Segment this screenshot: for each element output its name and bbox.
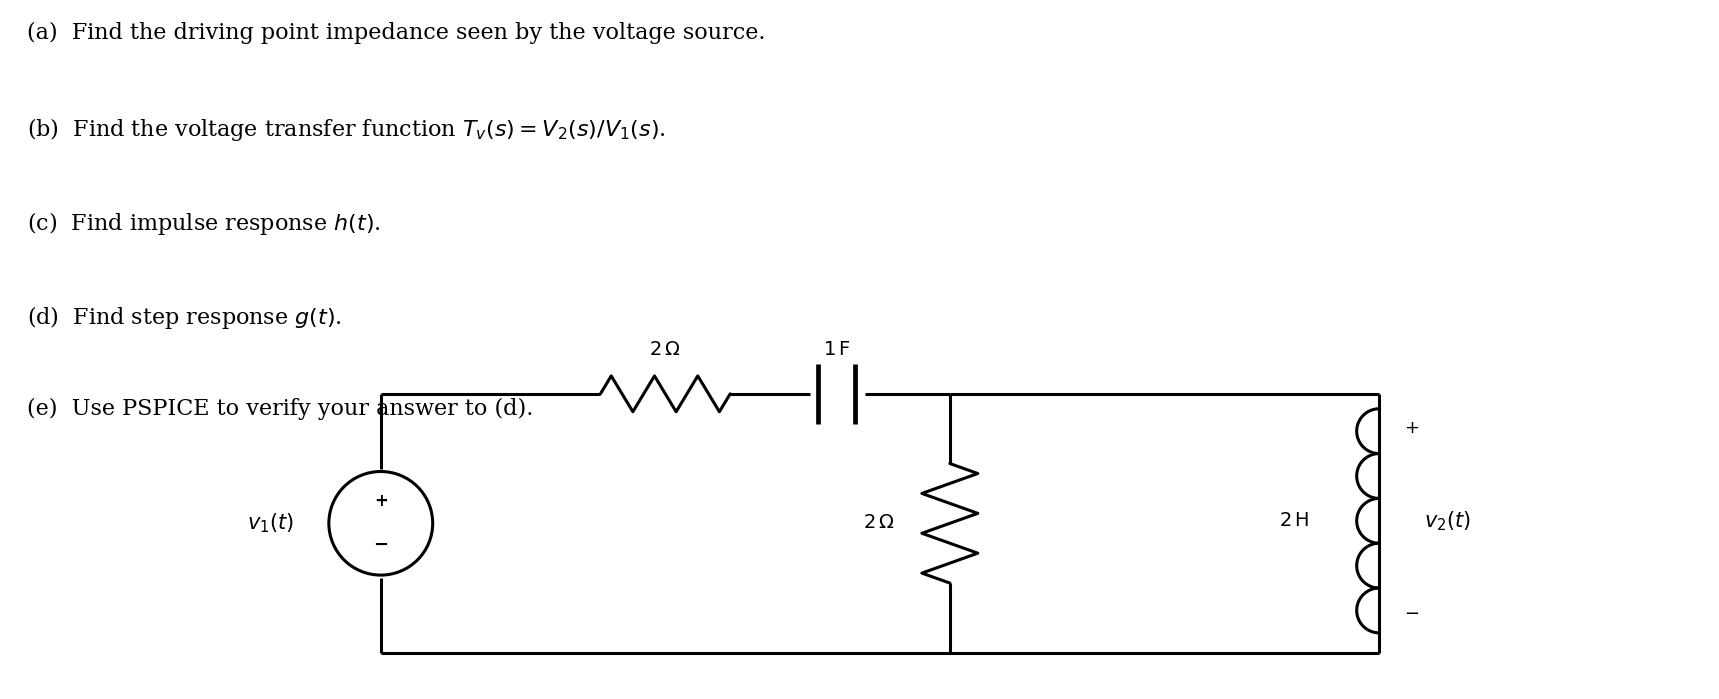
Text: $2\,\Omega$: $2\,\Omega$	[650, 341, 681, 359]
Text: $2\,\mathrm{H}$: $2\,\mathrm{H}$	[1279, 512, 1310, 530]
Text: +: +	[373, 492, 388, 510]
Text: $2\,\Omega$: $2\,\Omega$	[863, 514, 896, 533]
Text: (c)  Find impulse response $h(t)$.: (c) Find impulse response $h(t)$.	[28, 210, 382, 237]
Text: (a)  Find the driving point impedance seen by the voltage source.: (a) Find the driving point impedance see…	[28, 22, 765, 44]
Text: $v_1(t)$: $v_1(t)$	[248, 512, 294, 535]
Text: −: −	[373, 536, 388, 554]
Text: $1\,\mathrm{F}$: $1\,\mathrm{F}$	[823, 341, 851, 359]
Text: $v_2(t)$: $v_2(t)$	[1423, 509, 1471, 533]
Text: +: +	[1404, 419, 1420, 437]
Text: (e)  Use PSPICE to verify your answer to (d).: (e) Use PSPICE to verify your answer to …	[28, 398, 533, 420]
Text: (b)  Find the voltage transfer function $T_v(s) = V_2(s)/V_1(s)$.: (b) Find the voltage transfer function $…	[28, 116, 665, 143]
Text: −: −	[1404, 605, 1420, 623]
Text: (d)  Find step response $g(t)$.: (d) Find step response $g(t)$.	[28, 304, 342, 331]
